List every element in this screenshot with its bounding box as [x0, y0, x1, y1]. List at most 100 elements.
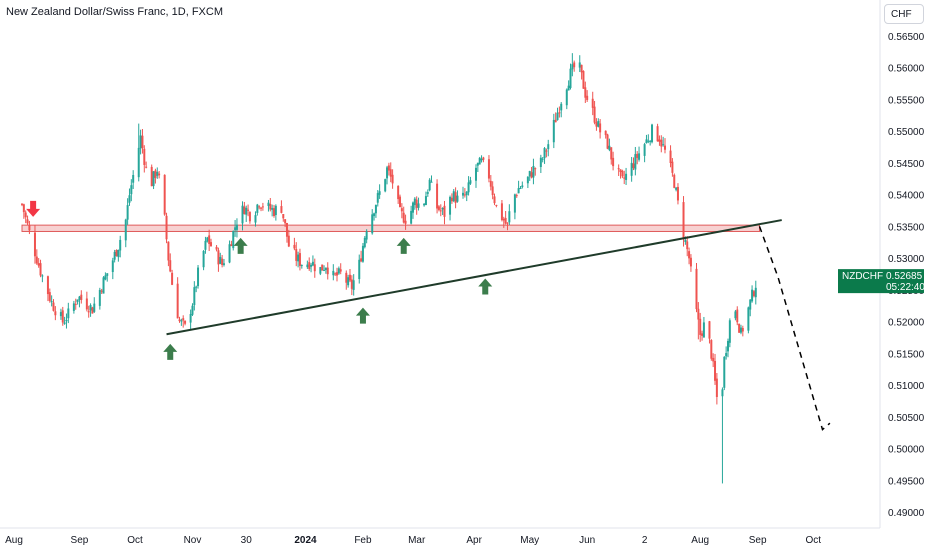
candle-body — [232, 231, 235, 249]
candle-body — [643, 144, 646, 156]
candle-body — [50, 301, 53, 303]
candle-body — [715, 378, 718, 398]
candle-body — [274, 205, 277, 216]
candle-body — [506, 222, 509, 224]
candle-body — [515, 195, 518, 197]
candle-body — [400, 208, 403, 212]
candle-body — [80, 294, 83, 300]
x-tick-label: Oct — [127, 535, 143, 546]
candle-body — [662, 144, 665, 146]
candle-body — [117, 249, 120, 258]
price-tag-box — [838, 269, 924, 294]
candle-body — [280, 206, 283, 213]
candle-body — [345, 272, 348, 283]
candle-body — [424, 196, 427, 206]
candle-body — [171, 272, 174, 285]
candle-body — [208, 235, 211, 244]
candle-body — [547, 144, 550, 150]
candle-body — [493, 196, 496, 204]
currency-button[interactable]: CHF — [884, 4, 924, 24]
candle-body — [22, 204, 25, 213]
candle-body — [197, 267, 200, 287]
candle-body — [184, 320, 187, 324]
price-tag-symbol: NZDCHF — [842, 271, 883, 282]
candle-body — [41, 275, 44, 277]
candle-body — [261, 206, 264, 208]
candle-body — [111, 260, 114, 273]
candle-body — [319, 267, 322, 274]
candle-body — [669, 150, 672, 164]
candle-body — [482, 157, 485, 160]
candle-body — [697, 308, 700, 320]
candle-body — [623, 177, 626, 179]
candle-body — [410, 210, 413, 224]
candle-body — [169, 260, 172, 272]
candle-body — [734, 311, 737, 319]
candle-body — [397, 185, 400, 200]
candle-body — [85, 298, 88, 310]
up-arrow-icon — [355, 307, 370, 324]
candle-body — [297, 254, 300, 262]
candle-body — [193, 287, 196, 306]
x-tick-label: Sep — [71, 535, 89, 546]
candle-body — [478, 157, 481, 165]
candle-body — [78, 296, 81, 300]
candle-body — [489, 180, 492, 187]
y-tick-label: 0.50500 — [888, 413, 925, 424]
candle-body — [176, 283, 179, 319]
up-arrow-icon — [396, 237, 411, 254]
down-arrow-icon — [26, 200, 41, 217]
up-arrow-icon — [163, 343, 178, 360]
candle-body — [439, 210, 442, 212]
candle-body — [599, 123, 602, 133]
candle-body — [689, 257, 692, 267]
candle-body — [87, 311, 90, 313]
candle-body — [463, 194, 466, 196]
candle-body — [604, 130, 607, 136]
candle-body — [630, 162, 633, 176]
candle-body — [606, 134, 609, 149]
candle-body — [150, 166, 153, 187]
candle-body — [565, 89, 568, 106]
candle-body — [219, 256, 222, 264]
candle-body — [725, 353, 728, 357]
candle-body — [336, 272, 339, 276]
candle-body — [450, 197, 453, 202]
candle-body — [361, 245, 364, 262]
candle-body — [141, 135, 144, 149]
candle-body — [74, 303, 77, 305]
candle-body — [67, 308, 70, 319]
candle-body — [254, 215, 257, 223]
candle-body — [332, 270, 335, 276]
candle-body — [215, 246, 218, 250]
candle-body — [726, 340, 729, 352]
candle-body — [736, 309, 739, 323]
candle-body — [52, 302, 55, 311]
x-tick-label: 30 — [241, 535, 253, 546]
candle-body — [586, 95, 589, 100]
candle-body — [93, 303, 96, 312]
candles-layer — [21, 53, 757, 484]
candle-body — [417, 203, 420, 208]
candle-body — [26, 219, 29, 224]
candle-body — [267, 202, 270, 206]
candle-body — [612, 157, 615, 167]
x-tick-label: May — [520, 535, 539, 546]
candle-body — [738, 323, 741, 333]
candle-body — [358, 259, 361, 280]
y-tick-label: 0.54000 — [888, 191, 925, 202]
candle-body — [747, 307, 750, 331]
candle-body — [102, 277, 105, 294]
candle-body — [89, 305, 92, 311]
candle-body — [293, 244, 296, 249]
candle-body — [374, 205, 377, 214]
candle-body — [234, 227, 237, 231]
candle-body — [567, 85, 570, 91]
candle-body — [106, 273, 109, 276]
candle-body — [469, 180, 472, 184]
candle-body — [306, 264, 309, 268]
candle-body — [256, 204, 259, 213]
candle-body — [334, 273, 337, 275]
candle-body — [191, 305, 194, 315]
